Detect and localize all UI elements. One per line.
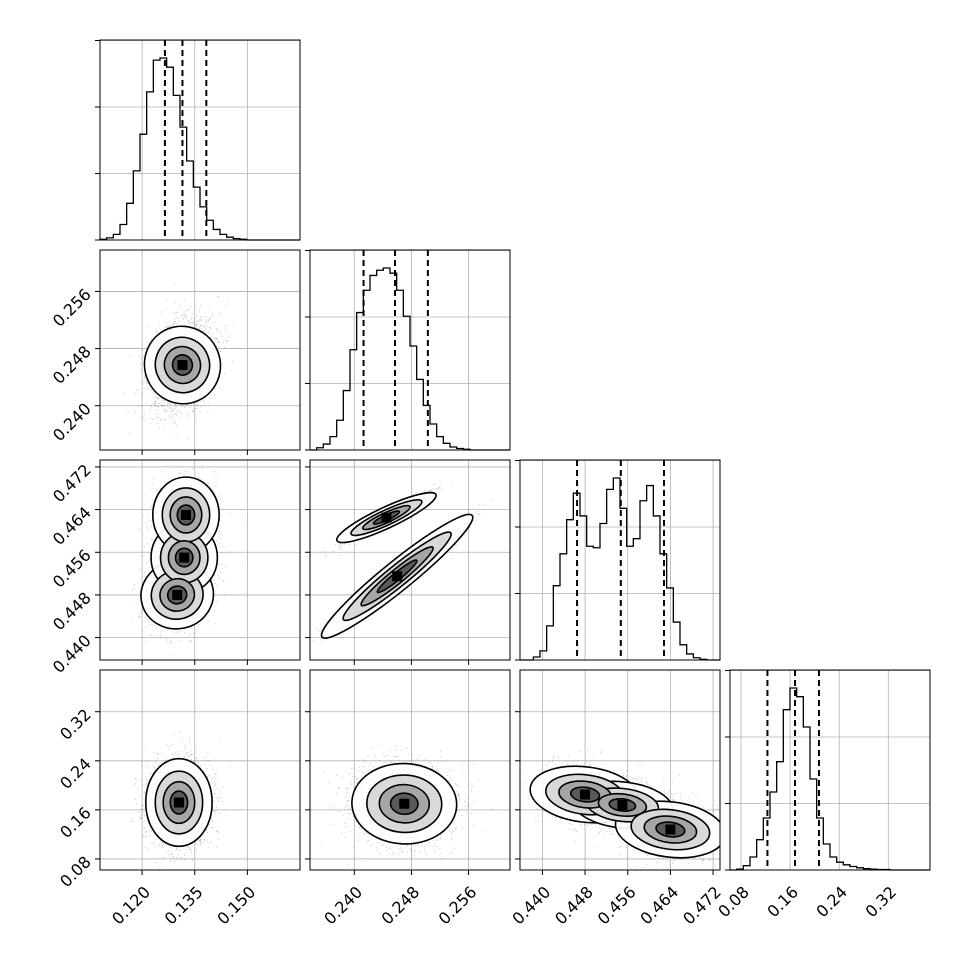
density-peak bbox=[179, 552, 190, 563]
x-tick-label: 0.456 bbox=[594, 882, 640, 928]
x-tick-label: 0.120 bbox=[108, 882, 154, 928]
panel-frame bbox=[99, 39, 301, 241]
x-tick-label: 0.440 bbox=[508, 882, 554, 928]
joint-panel-1-3 bbox=[305, 669, 511, 875]
density-peak bbox=[399, 798, 410, 809]
panel-frame bbox=[309, 669, 511, 871]
joint-panel-0-3 bbox=[95, 669, 301, 875]
histogram-panel-1 bbox=[305, 249, 511, 451]
y-tick-label: 0.472 bbox=[49, 460, 95, 506]
y-tick-label: 0.240 bbox=[49, 399, 95, 445]
joint-panel-0-1 bbox=[95, 249, 301, 455]
density-peak bbox=[180, 509, 191, 520]
panel-frame bbox=[99, 249, 301, 451]
x-tick-label: 0.16 bbox=[763, 882, 802, 921]
y-tick-label: 0.248 bbox=[49, 342, 95, 388]
x-tick-label: 0.08 bbox=[714, 882, 753, 921]
joint-panel-1-2 bbox=[305, 459, 511, 665]
density-peak bbox=[580, 789, 591, 800]
y-tick-label: 0.440 bbox=[49, 631, 95, 677]
y-tick-label: 0.448 bbox=[49, 588, 95, 634]
x-tick-label: 0.448 bbox=[551, 882, 597, 928]
density-peak bbox=[172, 589, 183, 600]
joint-panel-0-2 bbox=[95, 459, 301, 665]
x-tick-label: 0.240 bbox=[320, 882, 366, 928]
density-peak bbox=[617, 799, 628, 810]
density-peak bbox=[665, 824, 676, 835]
panel-frame bbox=[519, 459, 721, 661]
x-tick-label: 0.24 bbox=[812, 882, 851, 921]
histogram-panel-0 bbox=[95, 39, 301, 241]
panel-frame bbox=[309, 459, 511, 661]
density-peak bbox=[381, 512, 392, 523]
x-tick-label: 0.135 bbox=[161, 882, 207, 928]
joint-panel-2-3 bbox=[515, 669, 721, 875]
y-tick-label: 0.464 bbox=[49, 503, 95, 549]
panel-frame bbox=[309, 249, 511, 451]
panel-background bbox=[100, 40, 300, 240]
histogram-panel-3 bbox=[725, 669, 931, 871]
panel-frame bbox=[99, 459, 301, 661]
y-tick-label: 0.08 bbox=[56, 852, 95, 891]
y-tick-label: 0.456 bbox=[49, 546, 95, 592]
density-peak bbox=[173, 797, 184, 808]
x-tick-label: 0.256 bbox=[435, 882, 481, 928]
panel-frame bbox=[729, 669, 931, 871]
x-tick-label: 0.248 bbox=[377, 882, 423, 928]
y-tick-label: 0.256 bbox=[49, 285, 95, 331]
histogram-step bbox=[99, 57, 300, 241]
x-tick-label: 0.464 bbox=[636, 882, 682, 928]
panel-frame bbox=[99, 669, 301, 871]
x-tick-label: 0.150 bbox=[213, 882, 259, 928]
x-tick-label: 0.32 bbox=[862, 882, 901, 921]
histogram-step bbox=[310, 267, 510, 451]
panel-frame bbox=[519, 669, 721, 871]
histogram-panel-2 bbox=[515, 459, 721, 661]
density-peak bbox=[177, 360, 188, 370]
y-tick-label: 0.32 bbox=[56, 705, 95, 744]
density-peak bbox=[392, 571, 403, 582]
y-tick-label: 0.24 bbox=[56, 754, 95, 793]
y-tick-label: 0.16 bbox=[56, 803, 95, 842]
